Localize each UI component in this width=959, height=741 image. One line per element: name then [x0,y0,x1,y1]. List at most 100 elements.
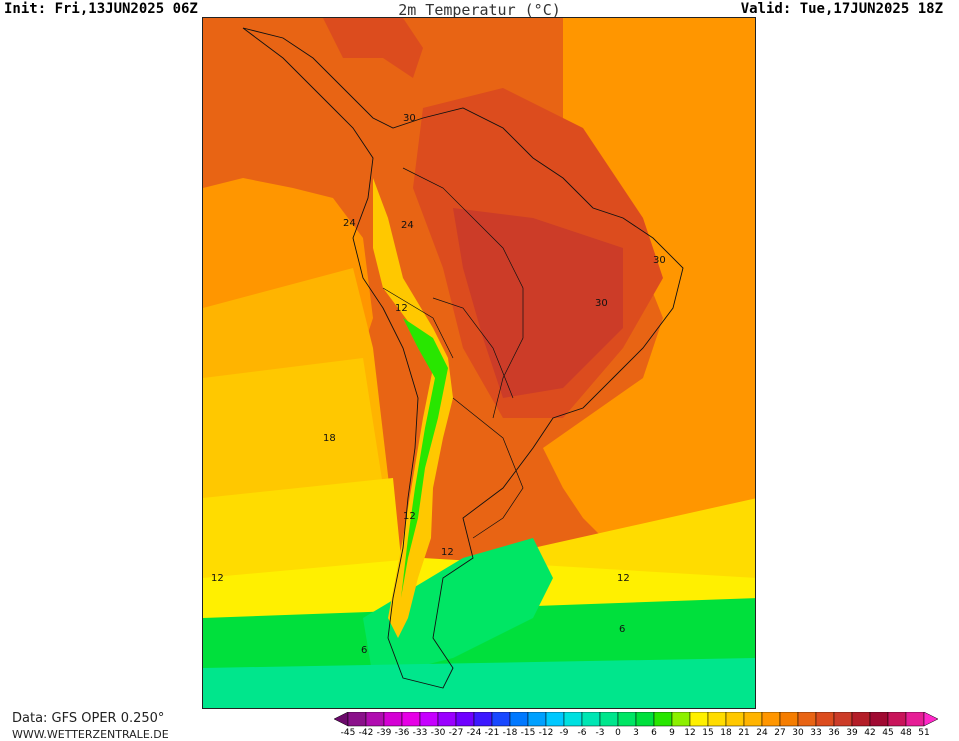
legend-tick-label: 39 [846,728,858,738]
legend-tick-label: -42 [358,728,374,738]
legend-tick-label: 6 [651,728,657,738]
legend-swatch [545,712,565,727]
contour-label: 12 [617,573,630,584]
contour-label: 24 [343,218,356,229]
contour-label: 30 [595,298,608,309]
legend-swatch [365,712,385,727]
legend-tick-label: 24 [756,728,768,738]
legend-swatch [473,712,493,727]
band-30-33-north [323,18,423,78]
map-canvas: 30 24 24 30 30 12 18 12 12 12 12 6 6 [203,18,755,708]
legend-swatch [815,712,835,727]
contour-label: 6 [361,645,367,656]
legend-arrow-high [923,712,939,727]
band-33-36 [453,208,623,398]
contour-label: 30 [403,113,416,124]
legend-tick-label: -33 [412,728,428,738]
contour-label: 12 [395,303,408,314]
legend-tick-label: -36 [394,728,410,738]
legend-tick-label: 36 [828,728,840,738]
valid-time: Valid: Tue,17JUN2025 18Z [740,1,943,17]
legend-tick-label: 21 [738,728,750,738]
legend-swatch [383,712,403,727]
contour-label: 24 [401,220,414,231]
legend-tick-label: 3 [633,728,639,738]
legend-tick-label: -39 [376,728,392,738]
legend-swatch [761,712,781,727]
legend-tick-label: -30 [430,728,446,738]
legend-tick-label: 33 [810,728,822,738]
legend-tick-label: 9 [669,728,675,738]
legend-tick-label: -3 [595,728,605,738]
legend-swatch [887,712,907,727]
legend-swatch [833,712,853,727]
contour-label: 12 [441,547,454,558]
legend-swatch [509,712,529,727]
coastline [242,27,684,689]
legend-swatch [851,712,871,727]
legend-swatch [491,712,511,727]
legend-tick-label: -15 [520,728,536,738]
legend-swatch [563,712,583,727]
legend-swatch [527,712,547,727]
legend-swatch [419,712,439,727]
init-time: Init: Fri,13JUN2025 06Z [4,1,198,17]
legend-tick-label: 15 [702,728,714,738]
temperature-map: 30 24 24 30 30 12 18 12 12 12 12 6 6 [202,17,756,709]
contour-label: 12 [211,573,224,584]
legend-swatch [599,712,619,727]
legend-swatch [779,712,799,727]
contour-label: 12 [403,511,416,522]
legend-tick-label: 27 [774,728,786,738]
country-border-c [382,287,454,359]
country-border-a [402,167,524,419]
legend-ticks: -45 -42 -39 -36 -33 -30 -27 -24 -21 -18 -15 -12 -9 -6… [334,728,954,740]
band-6-9 [363,538,553,678]
legend-arrow-low [334,712,349,727]
data-source: Data: GFS OPER 0.250° [12,711,165,726]
legend-tick-label: 51 [918,728,930,738]
legend-tick-label: -27 [448,728,464,738]
legend-swatch [743,712,763,727]
legend-swatch [653,712,673,727]
legend-tick-label: -9 [559,728,569,738]
legend-swatch [401,712,421,727]
legend-tick-label: -21 [484,728,500,738]
legend-swatch [635,712,655,727]
legend-swatch [581,712,601,727]
website-credit: WWW.WETTERZENTRALE.DE [12,728,169,741]
legend-tick-label: -45 [340,728,356,738]
legend-swatch [725,712,745,727]
legend-tick-label: 0 [615,728,621,738]
legend-swatch [437,712,457,727]
country-border-d [452,397,524,539]
legend-tick-label: 42 [864,728,876,738]
legend-swatch [347,712,367,727]
contour-label: 30 [653,255,666,266]
country-border-b [432,297,514,399]
legend-tick-label: -18 [502,728,518,738]
legend-swatch [455,712,475,727]
legend-swatch [905,712,925,727]
legend-tick-label: -12 [538,728,554,738]
color-legend [334,712,939,727]
legend-tick-label: 48 [900,728,912,738]
legend-tick-label: -6 [577,728,587,738]
legend-tick-label: -24 [466,728,482,738]
andes-cool [373,178,453,638]
contour-label: 18 [323,433,336,444]
legend-swatch [869,712,889,727]
band-0-3 [203,658,755,708]
legend-tick-label: 12 [684,728,696,738]
map-title: 2m Temperatur (°C) [398,1,561,19]
legend-tick-label: 45 [882,728,894,738]
legend-tick-label: 30 [792,728,804,738]
andes-cold [401,318,448,598]
legend-swatch [707,712,727,727]
legend-swatch [617,712,637,727]
legend-swatch [797,712,817,727]
contour-label: 6 [619,624,625,635]
legend-swatch [671,712,691,727]
legend-swatch [689,712,709,727]
legend-tick-label: 18 [720,728,732,738]
